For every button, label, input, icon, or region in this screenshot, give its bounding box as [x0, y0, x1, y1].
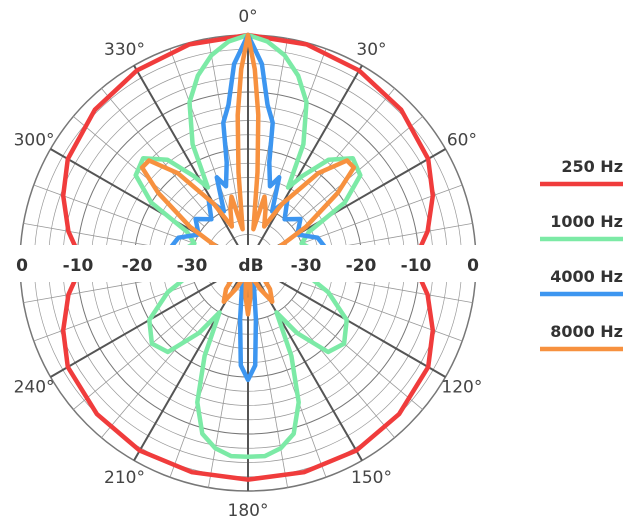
- legend-label: 250 Hz: [561, 157, 623, 176]
- angle-tick-labels: 0° 30° 60° 120° 150° 180° 210° 240° 300° 330°: [14, 7, 483, 520]
- radial-label-band: [0, 245, 500, 282]
- angle-tick-label: 300°: [14, 131, 55, 151]
- minor-spoke: [73, 299, 205, 410]
- minor-spoke: [101, 88, 212, 220]
- angle-tick-label: 330°: [104, 40, 145, 60]
- angle-tick-label: 150°: [351, 468, 392, 488]
- radial-tick-label: 0: [16, 256, 28, 276]
- minor-spoke: [301, 184, 463, 244]
- legend-label: 8000 Hz: [550, 322, 623, 341]
- radial-tick-label: -30: [291, 256, 322, 276]
- angle-tick-label: 240°: [14, 378, 55, 398]
- minor-spoke: [284, 88, 395, 220]
- legend-label: 1000 Hz: [550, 212, 623, 231]
- angle-tick-label: 30°: [356, 40, 386, 60]
- radial-tick-labels: 0 -10 -20 -30 dB -30 -20 -10 0: [16, 256, 479, 276]
- series-250hz: [60, 32, 436, 482]
- minor-spoke: [284, 306, 395, 438]
- series-1000hz: [133, 32, 363, 460]
- radial-tick-label: 0: [467, 256, 479, 276]
- series-4000hz: [167, 32, 329, 383]
- radial-tick-label: -10: [63, 256, 94, 276]
- minor-spoke: [101, 306, 212, 438]
- angle-tick-label: 180°: [228, 501, 269, 520]
- angle-tick-label: 210°: [104, 468, 145, 488]
- minor-spoke: [291, 299, 423, 410]
- angle-tick-label: 0°: [238, 7, 257, 27]
- angle-tick-label: 120°: [441, 378, 482, 398]
- legend: 250 Hz 1000 Hz 4000 Hz 8000 Hz: [540, 157, 623, 352]
- radial-tick-label: -20: [122, 256, 153, 276]
- angle-tick-label: 60°: [447, 131, 477, 151]
- series-curves: [60, 32, 436, 482]
- radial-tick-label: -10: [401, 256, 432, 276]
- radial-tick-label: -20: [346, 256, 377, 276]
- minor-spoke: [208, 319, 239, 488]
- series-8000hz: [139, 32, 357, 317]
- radial-tick-label: -30: [177, 256, 208, 276]
- major-spoke: [247, 65, 363, 264]
- radial-unit-label: dB: [238, 256, 263, 276]
- major-spoke: [133, 65, 249, 264]
- minor-spoke: [257, 319, 288, 488]
- minor-spoke: [33, 184, 195, 244]
- legend-label: 4000 Hz: [550, 267, 623, 286]
